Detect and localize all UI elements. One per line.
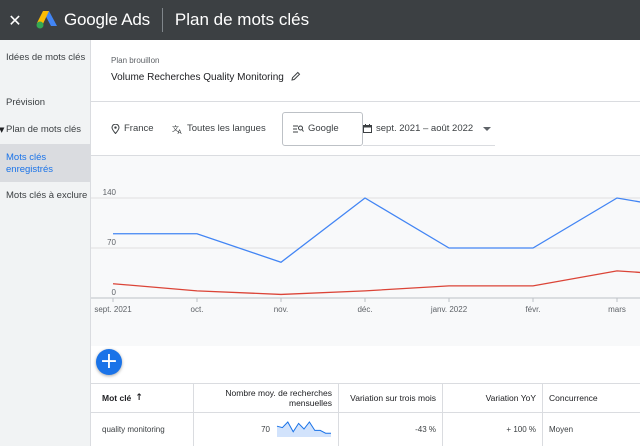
location-filter-label: France	[124, 123, 154, 134]
network-filter-label: Google	[308, 123, 339, 134]
plan-name-text: Volume Recherches Quality Monitoring	[111, 72, 284, 83]
x-tick-label: mars	[608, 305, 626, 314]
sort-arrow-icon: ↑	[135, 392, 143, 403]
close-icon[interactable]: ✕	[8, 10, 22, 30]
x-tick-label: nov.	[274, 305, 289, 314]
sidebar-item-forecast[interactable]: Prévision	[0, 97, 91, 111]
y-tick-label: 140	[103, 188, 117, 197]
x-tick-label: sept. 2021	[94, 305, 132, 314]
x-tick-label: févr.	[525, 305, 540, 314]
top-app-bar: ✕ Google Ads Plan de mots clés	[0, 0, 640, 40]
cell-avg-monthly-searches: 70	[194, 412, 339, 446]
column-header-yoy-change[interactable]: Variation YoY	[443, 383, 543, 412]
y-tick-label: 0	[112, 288, 117, 297]
language-filter-label: Toutes les langues	[187, 123, 266, 134]
x-tick-label: janv. 2022	[430, 305, 468, 314]
column-header-label: Mot clé	[102, 392, 132, 403]
cell-yoy-change: + 100 %	[443, 412, 543, 446]
translate-icon: 文 A	[172, 124, 183, 134]
x-tick-label: oct.	[191, 305, 204, 314]
calendar-icon	[363, 124, 372, 133]
sidebar-item-negative-keywords[interactable]: Mots clés à exclure	[0, 190, 91, 216]
plan-status-label: Plan brouillon	[111, 56, 160, 65]
search-network-icon	[293, 125, 304, 133]
divider	[91, 101, 640, 102]
column-header-label: Variation YoY	[485, 392, 536, 403]
add-keyword-button[interactable]: +	[96, 349, 122, 375]
sidebar-item-label: Mots clés enregistrés	[6, 152, 53, 175]
brand-name: Google Ads	[64, 10, 150, 29]
plus-icon: +	[99, 349, 119, 374]
series-line-0	[113, 197, 640, 264]
column-header-keyword[interactable]: Mot clé ↑	[91, 383, 194, 412]
divider	[91, 155, 640, 156]
column-header-label: Concurrence	[549, 392, 598, 403]
sidebar-item-label: Prévision	[6, 97, 46, 108]
sidebar-item-keyword-ideas[interactable]: Idées de mots clés	[0, 52, 91, 78]
column-header-label: Variation sur trois mois	[350, 392, 436, 403]
keyword-table: Mot clé ↑ Nombre moy. de recherches mens…	[91, 383, 640, 446]
network-filter-inner: Google	[293, 123, 339, 134]
location-filter[interactable]: France	[111, 123, 154, 134]
column-header-label: Nombre moy. de recherches mensuelles	[225, 387, 332, 408]
svg-text:A: A	[178, 129, 183, 134]
search-volume-chart: 0 70 140 sept. 2021 oct. nov. déc. janv. 2022 fé…	[91, 156, 640, 346]
network-filter[interactable]: Google	[282, 112, 363, 146]
language-filter[interactable]: 文 A Toutes les langues	[172, 123, 266, 134]
column-header-competition[interactable]: Concurrence	[543, 383, 640, 412]
keyword-text: quality monitoring	[102, 424, 165, 434]
pencil-icon[interactable]	[290, 71, 301, 81]
sidebar: Idées de mots clés Prévision ▼ Plan de m…	[0, 40, 91, 446]
cell-three-month-change: -43 %	[339, 412, 443, 446]
date-range-select[interactable]: sept. 2021 – août 2022	[363, 112, 495, 146]
cell-keyword[interactable]: quality monitoring	[91, 412, 194, 446]
plan-name: Volume Recherches Quality Monitoring	[111, 71, 301, 83]
sidebar-item-saved-keywords[interactable]: Mots clés enregistrés	[0, 144, 91, 182]
main-content: Plan brouillon Volume Recherches Quality…	[91, 40, 640, 446]
three-month-change-value: -43 %	[415, 424, 436, 434]
trend-sparkline	[276, 421, 331, 437]
chevron-down-icon	[483, 127, 491, 131]
yoy-change-value: + 100 %	[506, 424, 536, 434]
sidebar-item-keyword-plan[interactable]: ▼ Plan de mots clés	[0, 124, 91, 138]
series-line-1	[112, 270, 640, 296]
x-tick-label: déc.	[357, 305, 372, 314]
competition-value: Moyen	[549, 424, 574, 434]
filter-bar: France 文 A Toutes les langues Google	[91, 102, 640, 157]
y-tick-label: 70	[107, 238, 116, 247]
divider	[91, 383, 640, 384]
svg-text:文: 文	[172, 124, 179, 133]
location-pin-icon	[111, 123, 120, 134]
sidebar-item-label: Mots clés à exclure	[6, 190, 88, 201]
sidebar-item-label: Idées de mots clés	[6, 52, 86, 63]
caret-down-icon: ▼	[0, 126, 5, 134]
date-range-inner: sept. 2021 – août 2022	[363, 123, 473, 134]
column-header-three-month-change[interactable]: Variation sur trois mois	[339, 383, 443, 412]
column-header-avg-monthly-searches[interactable]: Nombre moy. de recherches mensuelles	[194, 383, 339, 412]
page-title: Plan de mots clés	[174, 10, 310, 29]
date-range-label: sept. 2021 – août 2022	[376, 123, 474, 134]
sidebar-item-label: Plan de mots clés	[6, 124, 81, 135]
line-chart-svg: 0 70 140 sept. 2021 oct. nov. déc. janv. 2022 fé…	[91, 188, 640, 314]
divider	[91, 412, 640, 413]
avg-searches-value: 70	[261, 424, 270, 434]
title-divider	[161, 8, 163, 32]
sparkline-line	[276, 421, 331, 434]
cell-competition: Moyen	[543, 412, 640, 446]
google-ads-logo-icon	[36, 11, 57, 29]
